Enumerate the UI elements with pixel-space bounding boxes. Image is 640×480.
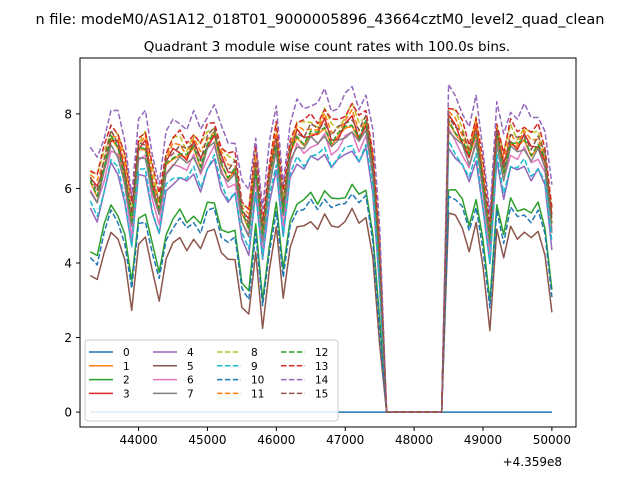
legend-label-13: 13 bbox=[315, 361, 328, 373]
legend-label-14: 14 bbox=[315, 375, 329, 387]
x-tick-label: 45000 bbox=[188, 433, 226, 447]
y-tick-label: 0 bbox=[64, 406, 72, 420]
legend-label-10: 10 bbox=[251, 375, 264, 387]
y-tick-label: 8 bbox=[64, 107, 72, 121]
legend-label-4: 4 bbox=[187, 347, 194, 359]
legend-label-11: 11 bbox=[251, 388, 264, 400]
series-line-2 bbox=[89, 183, 553, 413]
axes-frame bbox=[79, 57, 577, 428]
series-line-10 bbox=[89, 193, 553, 413]
series-line-8 bbox=[90, 102, 553, 413]
x-tick-label: 49000 bbox=[464, 433, 502, 447]
legend-label-1: 1 bbox=[123, 361, 130, 373]
legend-label-8: 8 bbox=[251, 347, 258, 359]
legend-label-2: 2 bbox=[123, 375, 130, 387]
series-line-5 bbox=[89, 207, 553, 413]
legend-label-0: 0 bbox=[123, 347, 130, 359]
legend-label-12: 12 bbox=[315, 347, 328, 359]
plot-area: 44000 45000 46000 47000 48000 49000 50000 0 2 4 6 8… bbox=[64, 57, 577, 447]
chart-title: Quadrant 3 module wise count rates with … bbox=[144, 39, 510, 55]
legend-label-6: 6 bbox=[187, 375, 194, 387]
series-line-9 bbox=[89, 139, 553, 413]
legend-label-3: 3 bbox=[123, 388, 130, 400]
series-line-7 bbox=[89, 129, 553, 413]
figure-suptitle: n file: modeM0/AS1A12_018T01_9000005896_… bbox=[36, 12, 605, 28]
series-line-12 bbox=[89, 119, 553, 413]
x-axis-offset-label: +4.359e8 bbox=[503, 455, 562, 469]
series-line-15 bbox=[89, 114, 553, 413]
x-tick-label: 44000 bbox=[119, 433, 157, 447]
legend-label-15: 15 bbox=[315, 388, 328, 400]
x-tick-label: 46000 bbox=[257, 433, 295, 447]
y-tick-label: 6 bbox=[64, 182, 72, 196]
legend-label-7: 7 bbox=[187, 388, 194, 400]
x-tick-label: 47000 bbox=[326, 433, 364, 447]
series-line-14 bbox=[89, 83, 553, 413]
legend-label-9: 9 bbox=[251, 361, 258, 373]
series-line-13 bbox=[89, 102, 553, 413]
legend-label-5: 5 bbox=[187, 361, 194, 373]
x-tick-label: 50000 bbox=[533, 433, 571, 447]
y-tick-label: 2 bbox=[64, 331, 72, 345]
series-line-4 bbox=[89, 146, 553, 413]
legend-box bbox=[84, 339, 339, 422]
y-tick-label: 4 bbox=[64, 257, 72, 271]
x-tick-label: 48000 bbox=[395, 433, 433, 447]
series-line-11 bbox=[89, 108, 553, 413]
